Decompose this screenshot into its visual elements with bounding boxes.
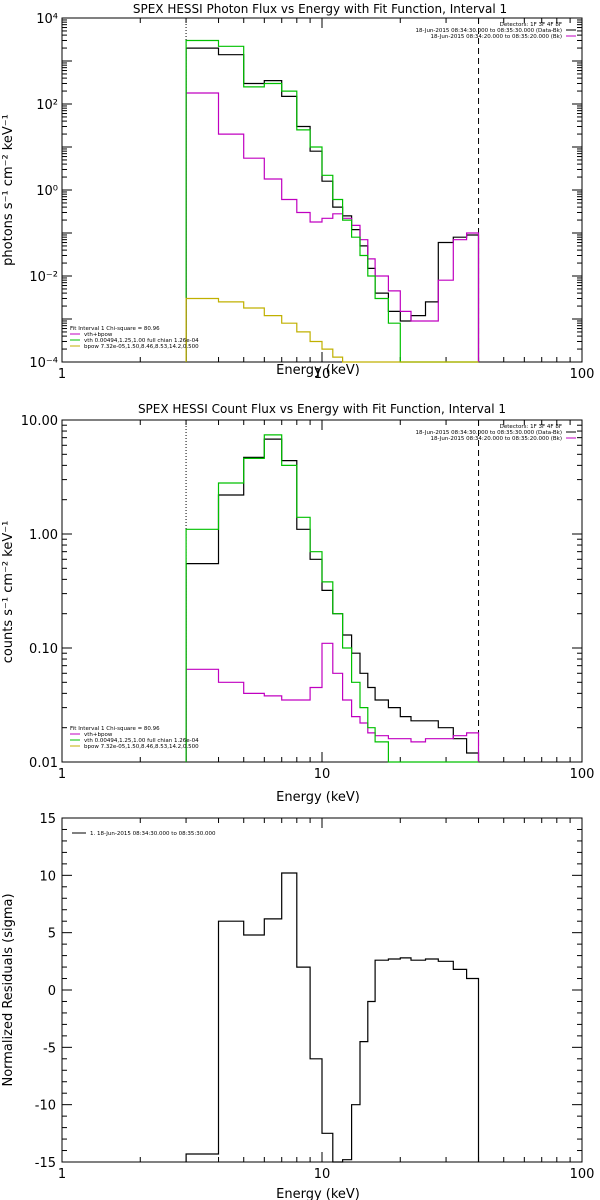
legend-label: Fit Interval 1 Chi-square = 80.96 bbox=[70, 726, 160, 732]
x-tick-label: 1 bbox=[58, 767, 66, 782]
x-tick-label: 10 bbox=[314, 367, 331, 382]
series-line bbox=[185, 47, 480, 362]
y-tick-label: -5 bbox=[43, 1041, 56, 1056]
photon-flux-panel: SPEX HESSI Photon Flux vs Energy with Fi… bbox=[1, 2, 594, 382]
legend-label: 1. 18-Jun-2015 08:34:30.000 to 08:35:30.… bbox=[90, 831, 216, 837]
legend-label: vth 0.00494,1.25,1.00 full chian 1.26e-0… bbox=[84, 738, 199, 744]
residuals-panel: Energy (keV) Normalized Residuals (sigma… bbox=[1, 812, 594, 1200]
y-tick-label: 10⁻² bbox=[29, 270, 58, 285]
y-tick-label: 0 bbox=[48, 984, 56, 999]
series-line bbox=[185, 434, 479, 763]
x-axis-label: Energy (keV) bbox=[276, 363, 360, 378]
y-tick-label: 15 bbox=[39, 812, 56, 827]
legend-label: vth+bpow bbox=[84, 332, 113, 338]
residual-plot-marks: 1 10 100 -15 -10 -5 0 5 10 15 1. 18-Jun-2015 08:34… bbox=[35, 812, 595, 1182]
y-tick-label: 1.00 bbox=[29, 528, 58, 543]
y-tick-label: 10⁰ bbox=[36, 184, 58, 199]
legend-label: Detectors: 1F 3F 4F 8F bbox=[500, 22, 562, 28]
y-tick-label: -15 bbox=[35, 1156, 56, 1171]
chart-title: SPEX HESSI Photon Flux vs Energy with Fi… bbox=[133, 2, 507, 16]
photon-plot-marks: 1 10 100 10⁻⁴ 10⁻² 10⁰ 10² 10⁴ Detectors: 1F 3F … bbox=[29, 12, 594, 382]
y-axis-label: Normalized Residuals (sigma) bbox=[1, 893, 16, 1086]
legend-label: vth 0.00494,1.25,1.00 full chian 1.26e-0… bbox=[84, 338, 199, 344]
count-flux-panel: SPEX HESSI Count Flux vs Energy with Fit… bbox=[1, 402, 594, 805]
y-axis-label: counts s⁻¹ cm⁻² keV⁻¹ bbox=[1, 521, 16, 664]
x-axis-label: Energy (keV) bbox=[276, 790, 360, 805]
x-tick-label: 1 bbox=[58, 367, 66, 382]
plot-frame bbox=[61, 17, 583, 363]
x-axis-label: Energy (keV) bbox=[276, 1187, 360, 1200]
x-tick-label: 100 bbox=[570, 767, 595, 782]
legend-label: bpow 7.32e-05,1.50,8.46,8.53,14.2,0.500 bbox=[84, 744, 199, 750]
series-line bbox=[185, 642, 480, 762]
x-tick-label: 10 bbox=[314, 1167, 331, 1182]
y-tick-label: 10⁴ bbox=[36, 12, 58, 27]
legend-label: 18-Jun-2015 08:34:20.000 to 08:35:20.000… bbox=[430, 436, 562, 442]
x-tick-label: 1 bbox=[58, 1167, 66, 1182]
x-tick-label: 10 bbox=[314, 767, 331, 782]
legend-label: Fit Interval 1 Chi-square = 80.96 bbox=[70, 326, 160, 332]
legend-label: 18-Jun-2015 08:34:20.000 to 08:35:20.000… bbox=[430, 34, 562, 40]
y-tick-label: 0.01 bbox=[29, 756, 58, 771]
y-axis-label: photons s⁻¹ cm⁻² keV⁻¹ bbox=[1, 114, 16, 266]
series-line bbox=[185, 92, 480, 362]
y-tick-label: 0.10 bbox=[29, 642, 58, 657]
legend-label: 18-Jun-2015 08:34:30.000 to 08:35:30.000… bbox=[416, 430, 562, 436]
series-line bbox=[185, 39, 479, 363]
y-tick-label: -10 bbox=[35, 1099, 56, 1114]
series-line bbox=[185, 297, 479, 363]
y-tick-label: 10.00 bbox=[21, 414, 58, 429]
legend-label: vth+bpow bbox=[84, 732, 113, 738]
legend-label: bpow 7.32e-05,1.50,8.46,8.53,14.2,0.500 bbox=[84, 344, 199, 350]
legend-label: Detectors: 1F 3F 4F 8F bbox=[500, 424, 562, 430]
series-line bbox=[185, 872, 480, 1163]
y-tick-label: 10 bbox=[39, 869, 56, 884]
chart-title: SPEX HESSI Count Flux vs Energy with Fit… bbox=[138, 402, 506, 416]
y-tick-label: 10⁻⁴ bbox=[29, 356, 58, 371]
x-tick-label: 100 bbox=[570, 1167, 595, 1182]
y-tick-label: 10² bbox=[36, 98, 58, 113]
legend-label: 18-Jun-2015 08:34:30.000 to 08:35:30.000… bbox=[416, 28, 562, 34]
count-plot-marks: 1 10 100 0.01 0.10 1.00 10.00 Detectors: 1F 3F … bbox=[21, 414, 595, 782]
y-tick-label: 5 bbox=[48, 927, 56, 942]
x-tick-label: 100 bbox=[570, 367, 595, 382]
